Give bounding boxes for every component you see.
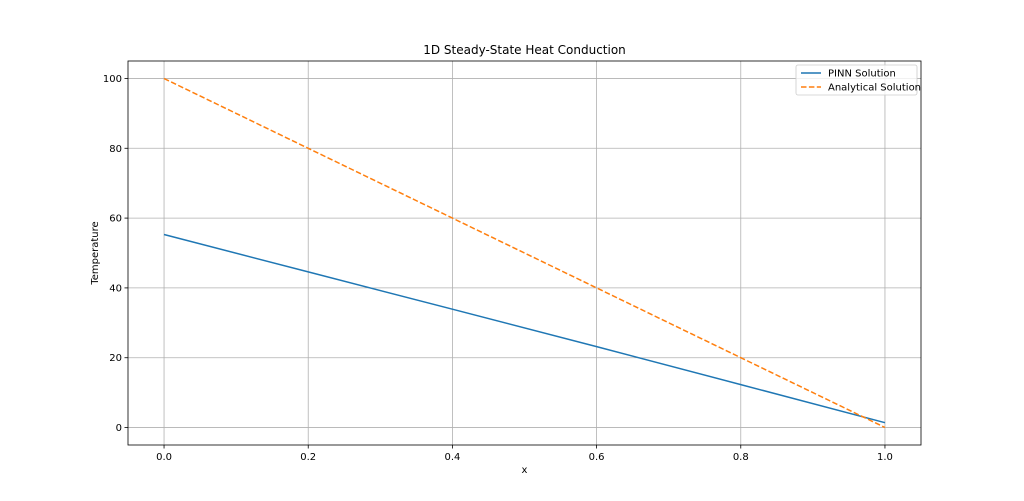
y-tick-label: 40: [109, 283, 122, 294]
x-tick-label: 0.0: [156, 452, 172, 463]
y-tick-label: 60: [109, 214, 122, 225]
y-axis-label: Temperature: [90, 221, 101, 285]
series-line-1: [163, 77, 886, 429]
chart-title: 1D Steady-State Heat Conduction: [423, 43, 626, 57]
series-layer: [163, 77, 886, 429]
x-tick-label: 0.2: [300, 452, 316, 463]
x-tick-label: 0.4: [444, 452, 460, 463]
plot-frame: [127, 60, 922, 446]
legend-box: [795, 64, 918, 96]
y-tick-label: 80: [109, 144, 122, 155]
legend: PINN Solution Analytical Solution: [795, 64, 921, 96]
y-ticks: 0 20 40 60 80 100: [103, 74, 128, 434]
x-ticks: 0.0 0.2 0.4 0.6 0.8 1.0: [156, 445, 893, 463]
x-tick-label: 0.6: [589, 452, 605, 463]
legend-label-0: PINN Solution: [828, 69, 896, 80]
y-tick-label: 100: [103, 74, 122, 85]
series-line-0: [163, 233, 886, 424]
legend-label-1: Analytical Solution: [828, 83, 921, 94]
y-tick-label: 0: [116, 423, 122, 434]
y-tick-label: 20: [109, 353, 122, 364]
grid: [128, 61, 921, 445]
x-tick-label: 1.0: [877, 452, 893, 463]
x-axis-label: x: [522, 465, 528, 476]
x-tick-label: 0.8: [733, 452, 749, 463]
